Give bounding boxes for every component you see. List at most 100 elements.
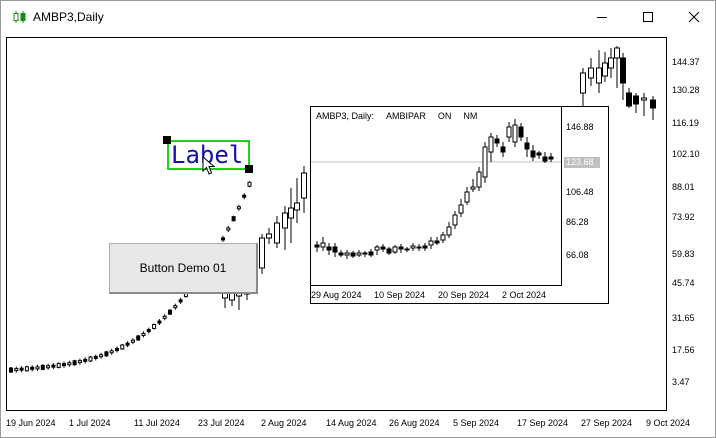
- candle-body: [338, 252, 344, 256]
- candle-body: [136, 335, 141, 341]
- candle-body: [19, 367, 24, 371]
- main-price-label: 73.92: [672, 212, 695, 222]
- candle-body: [242, 194, 247, 198]
- candle-body: [247, 181, 252, 187]
- candle-body: [259, 237, 265, 269]
- candle-body: [602, 62, 608, 77]
- candle-body: [380, 246, 386, 250]
- candle-body: [518, 126, 524, 138]
- main-time-label: 23 Jul 2024: [198, 418, 245, 428]
- candle-body: [633, 95, 639, 105]
- candle-body: [146, 329, 151, 333]
- candle-body: [51, 364, 56, 368]
- sub-time-label: 20 Sep 2024: [438, 290, 490, 300]
- candle-body: [326, 246, 332, 251]
- candle-body: [320, 242, 326, 248]
- main-price-label: 31.65: [672, 313, 695, 323]
- candle-body: [40, 364, 45, 370]
- label-resize-handle-bottom-right[interactable]: [245, 165, 253, 173]
- candle-body: [434, 240, 440, 244]
- candle-body: [236, 206, 241, 210]
- sub-time-label: 10 Sep 2024: [374, 290, 426, 300]
- candle-body: [168, 309, 172, 315]
- candle-body: [650, 99, 656, 109]
- main-price-label: 102.10: [672, 149, 700, 159]
- candlestick-app-icon: [13, 11, 26, 23]
- candle-body: [314, 244, 320, 248]
- candle-body: [14, 368, 19, 372]
- candle-body: [536, 152, 542, 156]
- main-price-label: 17.56: [672, 345, 695, 355]
- candle-body: [88, 356, 93, 362]
- sub-price-label: 146.88: [566, 122, 594, 132]
- candle-body: [294, 202, 300, 211]
- main-time-label: 19 Jun 2024: [6, 418, 56, 428]
- sub-time-label: 29 Aug 2024: [311, 290, 362, 300]
- candle-body: [588, 67, 594, 79]
- candle-body: [130, 339, 135, 343]
- sub-chart-title: AMBP3, Daily: AMBIPAR ON NM: [316, 111, 489, 121]
- main-price-label: 88.01: [672, 182, 695, 192]
- sub-price-label: 66.08: [566, 250, 589, 260]
- candle-body: [344, 252, 350, 256]
- candle-body: [428, 240, 434, 246]
- candle-body: [362, 252, 368, 255]
- candle-body: [221, 237, 225, 241]
- main-time-label: 2 Aug 2024: [261, 418, 307, 428]
- candle-body: [350, 252, 356, 257]
- candle-body: [99, 354, 104, 358]
- sub-candles: [311, 119, 561, 259]
- candle-body: [482, 146, 488, 178]
- candle-body: [488, 136, 494, 153]
- candle-body: [542, 156, 548, 162]
- candle-body: [77, 360, 82, 364]
- maximize-button[interactable]: [625, 1, 671, 33]
- sub-chart-object[interactable]: AMBP3, Daily: AMBIPAR ON NM 146.88 106.48 86.…: [310, 106, 609, 304]
- candle-body: [30, 366, 35, 370]
- title-bar[interactable]: AMBP3,Daily: [1, 1, 715, 33]
- candle-body: [332, 246, 338, 253]
- candle-body: [512, 124, 518, 143]
- candle-body: [392, 246, 398, 253]
- candle-body: [24, 366, 29, 372]
- candle-body: [464, 191, 470, 203]
- candle-body: [524, 142, 530, 150]
- chart-area[interactable]: 144.37 130.28 116.19 102.10 88.01 73.92 59.83 4…: [6, 37, 711, 435]
- main-time-label: 14 Aug 2024: [326, 418, 377, 428]
- sub-price-label: 106.48: [566, 187, 594, 197]
- main-time-label: 26 Aug 2024: [389, 418, 440, 428]
- candle-body: [580, 72, 586, 94]
- minimize-button[interactable]: [579, 1, 625, 33]
- candle-body: [422, 245, 428, 249]
- candle-body: [274, 222, 280, 244]
- candle-body: [120, 344, 125, 350]
- candle-body: [35, 366, 40, 370]
- candle-body: [115, 347, 119, 351]
- candle-body: [410, 245, 416, 249]
- main-time-label: 9 Oct 2024: [646, 418, 691, 428]
- main-price-label: 130.28: [672, 85, 700, 95]
- candle-body: [374, 246, 380, 251]
- main-time-label: 1 Jul 2024: [69, 418, 111, 428]
- main-price-label: 59.83: [672, 249, 695, 259]
- candle-body: [470, 186, 476, 190]
- candle-body: [125, 342, 130, 346]
- candle-body: [608, 57, 614, 69]
- mouse-pointer-icon: [202, 156, 216, 175]
- candle-body: [416, 246, 422, 249]
- candle-body: [596, 67, 602, 84]
- sub-status: ON: [437, 111, 452, 121]
- candle-body: [494, 138, 500, 144]
- main-time-label: 27 Sep 2024: [581, 418, 633, 428]
- label-resize-handle-top-left[interactable]: [163, 136, 171, 144]
- close-button[interactable]: [671, 1, 716, 33]
- button-demo-01[interactable]: Button Demo 01: [109, 243, 258, 294]
- candle-body: [46, 365, 51, 369]
- candle-body: [452, 214, 458, 226]
- candle-body: [301, 172, 307, 199]
- candle-body: [229, 292, 235, 301]
- candle-body: [386, 248, 392, 254]
- candle-body: [266, 233, 272, 239]
- candle-body: [104, 351, 109, 357]
